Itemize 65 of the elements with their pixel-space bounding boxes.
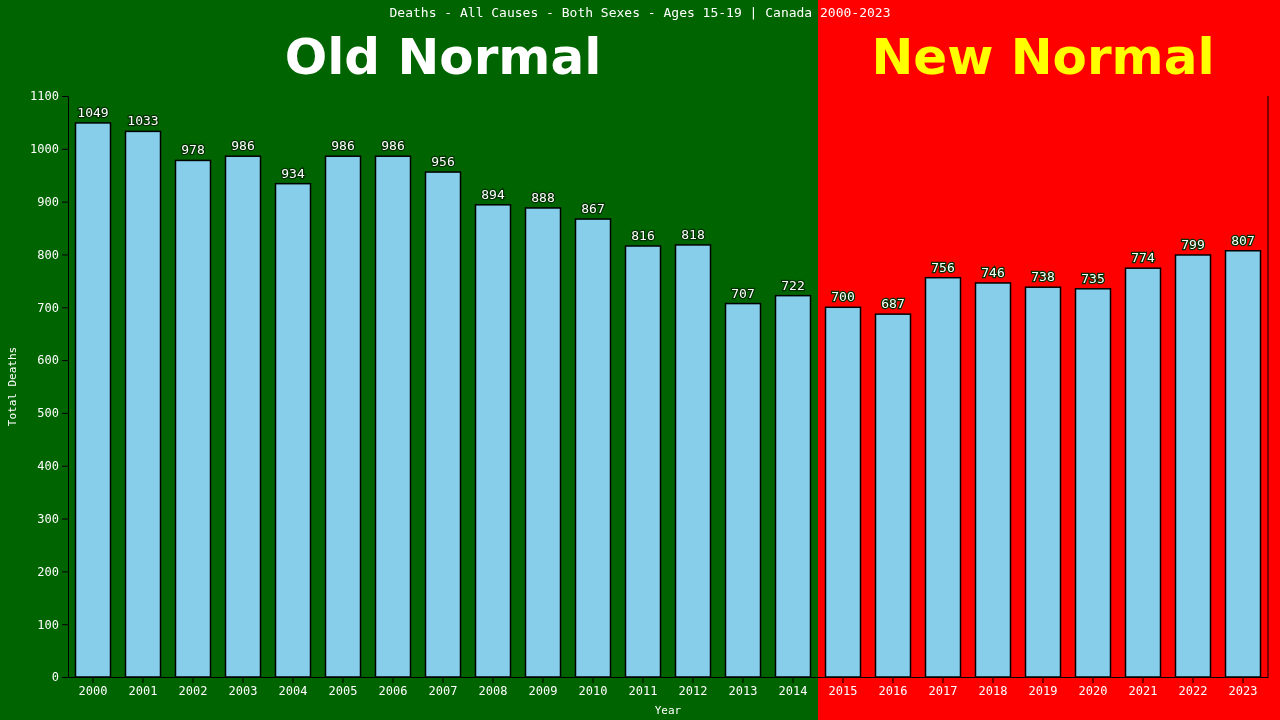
x-tick-label: 2006 [378, 683, 408, 698]
x-tick-label: 2012 [678, 683, 708, 698]
data-label: 888 [531, 189, 555, 205]
chart-title: Deaths - All Causes - Both Sexes - Ages 15-19 | Canada 2000-2023 [389, 5, 891, 20]
x-tick-label: 2017 [928, 683, 958, 698]
data-label: 799 [1181, 236, 1205, 252]
data-label: 722 [781, 277, 805, 293]
y-tick-label: 800 [37, 247, 59, 262]
data-label: 735 [1081, 270, 1105, 286]
x-tick-label: 2007 [428, 683, 458, 698]
data-label: 738 [1031, 269, 1055, 285]
data-label: 986 [331, 138, 355, 154]
data-label: 807 [1231, 232, 1255, 248]
data-label: 700 [831, 289, 855, 305]
x-tick-label: 2023 [1228, 683, 1258, 698]
x-tick-label: 2009 [528, 683, 558, 698]
x-tick-label: 2014 [778, 683, 808, 698]
y-tick-label: 1100 [30, 89, 59, 104]
data-label: 1033 [127, 113, 159, 129]
y-tick-label: 100 [37, 617, 59, 632]
x-tick-label: 2003 [228, 683, 258, 698]
data-label: 956 [431, 154, 455, 170]
data-label: 986 [381, 138, 405, 154]
x-tick-label: 2018 [978, 683, 1008, 698]
data-label: 756 [931, 259, 955, 275]
x-tick-label: 2010 [578, 683, 608, 698]
x-tick-label: 2008 [478, 683, 508, 698]
y-tick-label: 300 [37, 511, 59, 526]
data-label: 867 [581, 201, 605, 217]
data-label: 986 [231, 138, 255, 154]
data-label: 687 [881, 296, 905, 312]
y-tick-label: 900 [37, 194, 59, 209]
x-tick-label: 2020 [1078, 683, 1108, 698]
x-tick-label: 2013 [728, 683, 758, 698]
data-label: 1049 [77, 104, 109, 120]
data-label: 978 [181, 142, 205, 158]
x-axis-title: Year [654, 704, 682, 717]
x-tick-label: 2019 [1028, 683, 1058, 698]
x-tick-label: 2015 [828, 683, 858, 698]
band-label: Old Normal [284, 28, 602, 86]
y-tick-label: 1000 [30, 142, 59, 157]
y-tick-label: 0 [51, 670, 59, 685]
data-label: 774 [1131, 250, 1155, 266]
band-label: New Normal [871, 28, 1215, 86]
x-tick-label: 2002 [178, 683, 208, 698]
data-label: 894 [481, 186, 505, 202]
x-tick-label: 2016 [878, 683, 908, 698]
data-label: 818 [681, 226, 705, 242]
x-tick-label: 2004 [278, 683, 308, 698]
y-tick-label: 400 [37, 459, 59, 474]
y-tick-label: 200 [37, 564, 59, 579]
x-tick-label: 2011 [628, 683, 658, 698]
y-tick-label: 500 [37, 406, 59, 421]
y-axis-title: Total Deaths [6, 346, 19, 427]
x-tick-label: 2022 [1178, 683, 1208, 698]
data-label: 934 [281, 165, 305, 181]
x-tick-label: 2021 [1128, 683, 1158, 698]
data-label: 707 [731, 285, 755, 301]
x-tick-label: 2005 [328, 683, 358, 698]
x-tick-label: 2000 [78, 683, 108, 698]
y-tick-label: 700 [37, 300, 59, 315]
x-tick-label: 2001 [128, 683, 158, 698]
data-label: 746 [981, 264, 1005, 280]
y-tick-label: 600 [37, 353, 59, 368]
data-label: 816 [631, 228, 655, 243]
